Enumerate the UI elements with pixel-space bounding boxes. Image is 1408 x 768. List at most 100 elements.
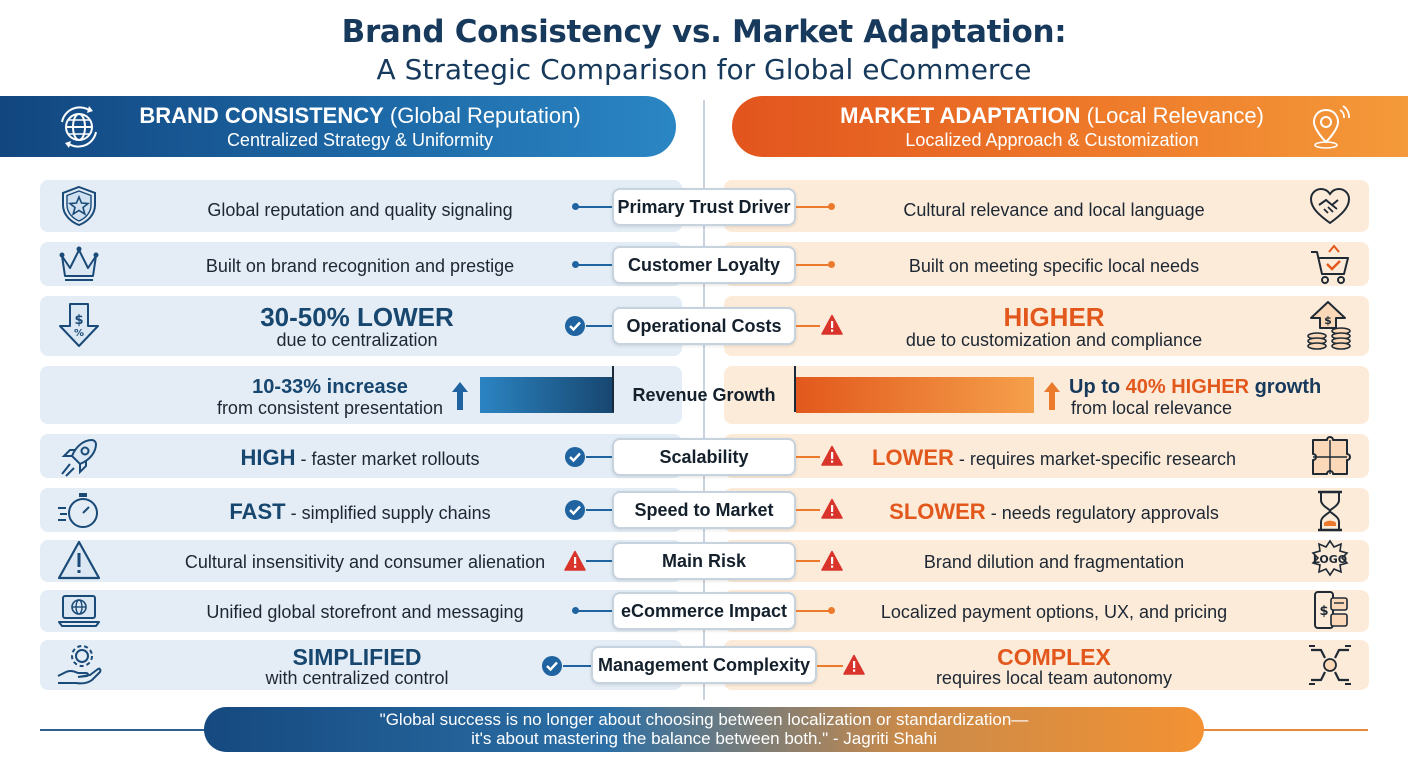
stopwatch-icon bbox=[58, 493, 98, 528]
costs-right-highlight: HIGHER bbox=[1003, 302, 1105, 332]
left-header-subtitle: Centralized Strategy & Uniformity bbox=[226, 130, 494, 150]
revenue-right-headline: Up to 40% HIGHER growth bbox=[1069, 376, 1321, 399]
ecommerce-label: eCommerce Impact bbox=[612, 592, 796, 630]
ecommerce-right-dot bbox=[828, 607, 835, 614]
left-header-banner: BRAND CONSISTENCY (Global Reputation) Ce… bbox=[0, 96, 676, 157]
speed-left-connector bbox=[586, 509, 612, 511]
trust-right-dot bbox=[828, 203, 835, 210]
up-arrow-coins-icon: $ bbox=[1307, 301, 1351, 350]
revenue-right-pre: Up to bbox=[1069, 376, 1121, 398]
complexity-right-highlight: COMPLEX bbox=[997, 644, 1111, 670]
ecommerce-right-text: Localized payment options, UX, and prici… bbox=[880, 602, 1228, 622]
left-header-title: BRAND CONSISTENCY bbox=[139, 103, 384, 128]
hand-gear-icon bbox=[57, 645, 102, 685]
complexity-label: Management Complexity bbox=[591, 646, 817, 684]
location-pin-icon bbox=[1312, 105, 1350, 149]
costs-label: Operational Costs bbox=[612, 307, 796, 345]
costs-right-connector bbox=[796, 325, 820, 327]
shield-star-icon bbox=[62, 185, 96, 227]
costs-left-detail: due to centralization bbox=[276, 330, 438, 350]
logo-fragment-icon: LOGO bbox=[1311, 539, 1349, 577]
check-icon bbox=[565, 500, 585, 520]
svg-text:%: % bbox=[74, 328, 84, 339]
revenue-left-highlight: 10-33% bbox=[252, 376, 322, 398]
svg-text:$: $ bbox=[1324, 314, 1332, 327]
check-icon bbox=[565, 316, 585, 336]
ecommerce-left-dot bbox=[572, 607, 579, 614]
rocket-icon bbox=[61, 438, 98, 477]
trust-right-text: Cultural relevance and local language bbox=[903, 200, 1205, 220]
revenue-left-headline: 10-33% increase bbox=[210, 376, 450, 399]
right-header-title-rest: (Local Relevance) bbox=[1086, 103, 1264, 128]
revenue-left-detail: from consistent presentation bbox=[216, 398, 444, 418]
costs-left-panel: $ % 30-50% LOWER due to centralization bbox=[40, 296, 682, 356]
costs-left-highlight: 30-50% LOWER bbox=[260, 302, 454, 332]
speed-left-highlight: FAST bbox=[229, 499, 286, 524]
loyalty-right-text: Built on meeting specific local needs bbox=[908, 256, 1200, 276]
trust-left-connector bbox=[576, 206, 612, 208]
speed-left-headline: FAST - simplified supply chains bbox=[195, 499, 525, 525]
quote-rule-right bbox=[1202, 729, 1368, 731]
warning-icon bbox=[821, 445, 843, 466]
speed-right-connector bbox=[796, 509, 820, 511]
quote-line-1: "Global success is no longer about choos… bbox=[379, 710, 1029, 729]
ecommerce-left-text: Unified global storefront and messaging bbox=[206, 602, 524, 622]
crown-icon bbox=[59, 246, 99, 281]
trust-left-text: Global reputation and quality signaling bbox=[207, 200, 513, 220]
up-arrow-icon bbox=[1044, 382, 1060, 410]
hourglass-icon bbox=[1318, 490, 1342, 532]
speed-left-detail: - simplified supply chains bbox=[290, 503, 491, 523]
loyalty-label: Customer Loyalty bbox=[612, 246, 796, 284]
revenue-right-highlight: 40% HIGHER bbox=[1125, 376, 1250, 398]
revenue-right-bar bbox=[796, 377, 1034, 413]
revenue-right-detail: from local relevance bbox=[1071, 398, 1233, 418]
handshake-heart-icon bbox=[1309, 187, 1351, 225]
puzzle-icon bbox=[1312, 436, 1351, 475]
center-divider bbox=[703, 100, 705, 700]
shopping-cart-icon bbox=[1311, 244, 1349, 284]
laptop-globe-icon bbox=[58, 595, 100, 627]
scalability-right-connector bbox=[796, 456, 820, 458]
complexity-left-highlight: SIMPLIFIED bbox=[292, 644, 422, 670]
warning-icon bbox=[843, 654, 865, 675]
right-header-banner: MARKET ADAPTATION (Local Relevance) Loca… bbox=[732, 96, 1408, 157]
complexity-left-panel: SIMPLIFIED with centralized control bbox=[40, 640, 682, 690]
scalability-left-headline: HIGH - faster market rollouts bbox=[195, 445, 525, 471]
loyalty-left-text: Built on brand recognition and prestige bbox=[205, 256, 515, 276]
warning-icon bbox=[821, 314, 843, 335]
loyalty-left-dot bbox=[572, 261, 579, 268]
svg-text:$: $ bbox=[1319, 604, 1328, 619]
quote-banner: "Global success is no longer about choos… bbox=[204, 707, 1204, 752]
loyalty-left-connector bbox=[576, 264, 612, 266]
trust-right-connector bbox=[796, 206, 830, 208]
right-header-title: MARKET ADAPTATION bbox=[840, 103, 1081, 128]
complexity-right-detail: requires local team autonomy bbox=[935, 668, 1173, 688]
revenue-left-mid: increase bbox=[326, 376, 408, 398]
risk-right-connector bbox=[796, 560, 820, 562]
loyalty-left-panel: Built on brand recognition and prestige bbox=[40, 242, 682, 286]
ecommerce-right-connector bbox=[796, 610, 830, 612]
scalability-left-highlight: HIGH bbox=[240, 445, 296, 470]
costs-left-connector bbox=[586, 325, 612, 327]
scalability-left-connector bbox=[586, 456, 612, 458]
title-line-1: Brand Consistency vs. Market Adaptation: bbox=[341, 14, 1067, 50]
speed-right-headline: SLOWER - needs regulatory approvals bbox=[864, 499, 1244, 525]
svg-text:$: $ bbox=[74, 313, 83, 328]
risk-left-connector bbox=[586, 560, 612, 562]
logo-glyph: LOGO bbox=[1313, 553, 1347, 566]
left-header-title-rest: (Global Reputation) bbox=[389, 103, 581, 128]
title-line-2: A Strategic Comparison for Global eComme… bbox=[376, 53, 1032, 86]
warning-triangle-icon bbox=[57, 540, 101, 580]
mobile-payment-icon: $ bbox=[1314, 591, 1348, 629]
right-header-subtitle: Localized Approach & Customization bbox=[905, 130, 1199, 150]
complexity-left-detail: with centralized control bbox=[265, 668, 449, 688]
quote-rule-left bbox=[40, 729, 206, 731]
check-icon bbox=[565, 447, 585, 467]
scalability-label: Scalability bbox=[612, 438, 796, 476]
warning-icon bbox=[821, 550, 843, 571]
trust-right-panel: Cultural relevance and local language bbox=[724, 180, 1369, 232]
risk-left-text: Cultural insensitivity and consumer alie… bbox=[184, 552, 546, 572]
speed-right-panel: SLOWER - needs regulatory approvals bbox=[724, 488, 1369, 532]
down-arrow-dollar-icon: $ % bbox=[59, 303, 99, 347]
complexity-right-connector bbox=[817, 665, 843, 667]
